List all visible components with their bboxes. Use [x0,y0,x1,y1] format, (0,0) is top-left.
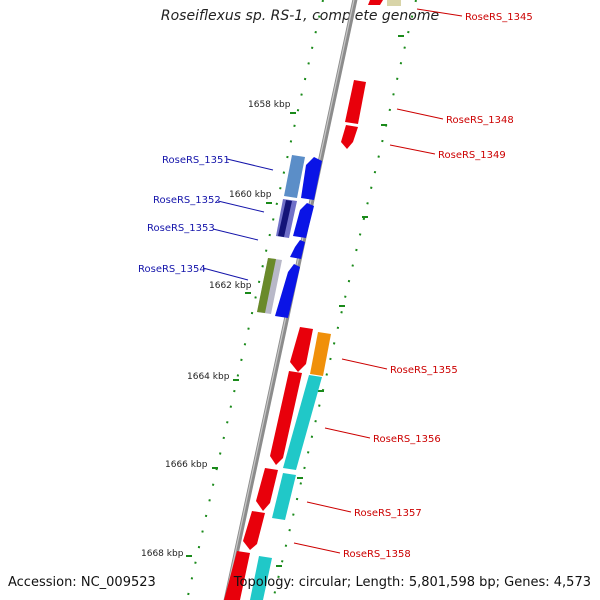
gene-block-roseRS-1359[interactable] [250,556,272,600]
gene-block-roseRS-1346[interactable] [387,0,401,6]
tick-label: 1658 kbp [248,100,291,110]
gene-block-roseRS-1352-dark[interactable] [278,200,292,237]
inner-scale-track [186,0,324,600]
gene-label[interactable]: RoseRS_1348 [446,115,514,126]
gene-label[interactable]: RoseRS_1352 [153,195,221,206]
gene-arrow-roseRS-1356[interactable] [270,371,302,465]
map-title: Roseiflexus sp. RS-1, complete genome [160,8,440,24]
genome-summary: Topology: circular; Length: 5,801,598 bp… [233,575,591,590]
gene-arrow-roseRS-1345[interactable] [368,0,383,5]
gene-block-roseRS-1356[interactable] [283,375,322,470]
gene-arrow-roseRS-1355[interactable] [290,327,313,372]
genes-value: 4,573 [553,575,591,590]
gene-label-leader [396,108,444,120]
gene-label[interactable]: RoseRS_1357 [354,508,422,519]
gene-label-leader [306,501,352,513]
gene-label[interactable]: RoseRS_1351 [162,155,230,166]
tick-label: 1660 kbp [229,190,272,200]
gene-arrow-roseRS-1359[interactable] [224,551,250,600]
tick-label: 1666 kbp [165,460,208,470]
gene-block-roseRS-1354-green[interactable] [257,258,276,313]
tick-label: 1668 kbp [141,549,184,559]
length-label: Length: [355,575,405,590]
gene-arrow-roseRS-1354-outer[interactable] [275,264,300,318]
tick-label: 1664 kbp [187,372,230,382]
gene-label[interactable]: RoseRS_1358 [343,549,411,560]
gene-label-leader [226,158,274,171]
topology-label: Topology: [233,575,295,590]
gene-label-leader [202,267,249,281]
gene-label[interactable]: RoseRS_1349 [438,150,506,161]
gene-label[interactable]: RoseRS_1354 [138,264,206,275]
gene-arrow-roseRS-1348[interactable] [345,80,366,124]
genes-label: Genes: [504,575,550,590]
gene-label-leader [212,228,259,241]
gene-label-leader [293,542,341,554]
length-value: 5,801,598 bp [408,575,496,590]
topology-value: circular [298,575,347,590]
gene-label-leader [341,358,388,370]
gene-label-leader [324,427,371,439]
gene-label[interactable]: RoseRS_1355 [390,365,458,376]
gene-arrow-roseRS-1353[interactable] [290,240,305,259]
gene-label[interactable]: RoseRS_1356 [373,434,441,445]
gene-block-roseRS-1355-orange[interactable] [310,332,331,376]
gene-label-leader [389,144,436,155]
gene-block-roseRS-1357[interactable] [272,473,296,520]
gene-arrow-roseRS-1352-outer[interactable] [293,203,314,238]
gene-label[interactable]: RoseRS_1345 [465,12,533,23]
gene-arrow-roseRS-1358[interactable] [243,511,265,550]
accession-label: Accession: [8,575,77,590]
accession-value: NC_009523 [80,575,156,590]
gene-arrow-roseRS-1357[interactable] [256,468,278,511]
gene-arrow-roseRS-1351-outer[interactable] [301,157,322,200]
accession-info: Accession: NC_009523 [8,575,156,590]
gene-block-roseRS-1351[interactable] [284,155,305,198]
gene-label-leader [416,8,463,17]
gene-label[interactable]: RoseRS_1353 [147,223,215,234]
tick-label: 1662 kbp [209,281,252,291]
gene-arrow-roseRS-1349[interactable] [341,125,358,149]
gene-label-leader [217,200,265,213]
